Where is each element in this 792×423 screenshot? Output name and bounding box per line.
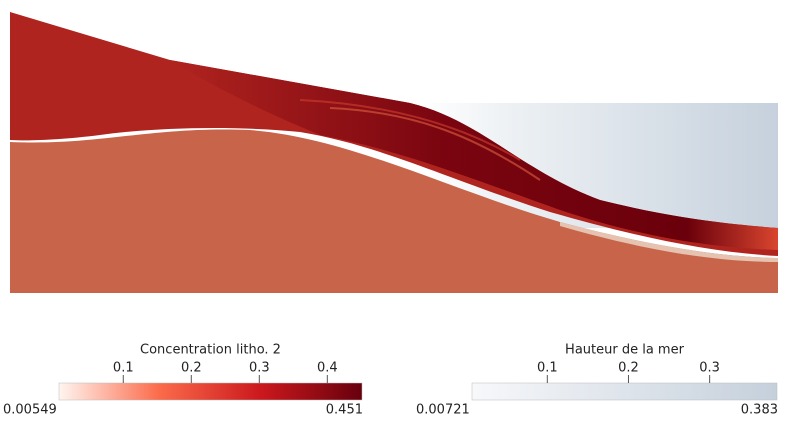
range-max-label: 0.451 xyxy=(326,403,363,418)
tick-label: 0.4 xyxy=(317,361,338,376)
color-bar xyxy=(471,382,778,401)
tick-label: 0.3 xyxy=(249,361,270,376)
sediment-edge xyxy=(560,222,778,262)
legend-title: Concentration litho. 2 xyxy=(140,343,281,358)
deposit-line xyxy=(299,99,521,161)
tick-label: 0.2 xyxy=(181,361,202,376)
tick-label: 0.1 xyxy=(113,361,134,376)
color-legend: Concentration litho. 2 0.1 0.2 0.3 0.4 0.0054… xyxy=(3,343,363,418)
deposit-line xyxy=(329,107,541,181)
tick-label: 0.3 xyxy=(699,361,720,376)
range-min-label: 0.00721 xyxy=(416,403,470,418)
color-legend: Hauteur de la mer 0.1 0.2 0.3 0.00721 0.383 xyxy=(416,343,778,418)
scene xyxy=(10,12,778,293)
color-bar xyxy=(58,382,363,401)
substrate xyxy=(10,129,778,293)
deposit-band xyxy=(170,60,778,250)
range-max-label: 0.383 xyxy=(741,403,778,418)
tick-label: 0.2 xyxy=(618,361,639,376)
legend-title: Hauteur de la mer xyxy=(565,343,685,358)
tick-label: 0.1 xyxy=(537,361,558,376)
range-min-label: 0.00549 xyxy=(3,403,57,418)
